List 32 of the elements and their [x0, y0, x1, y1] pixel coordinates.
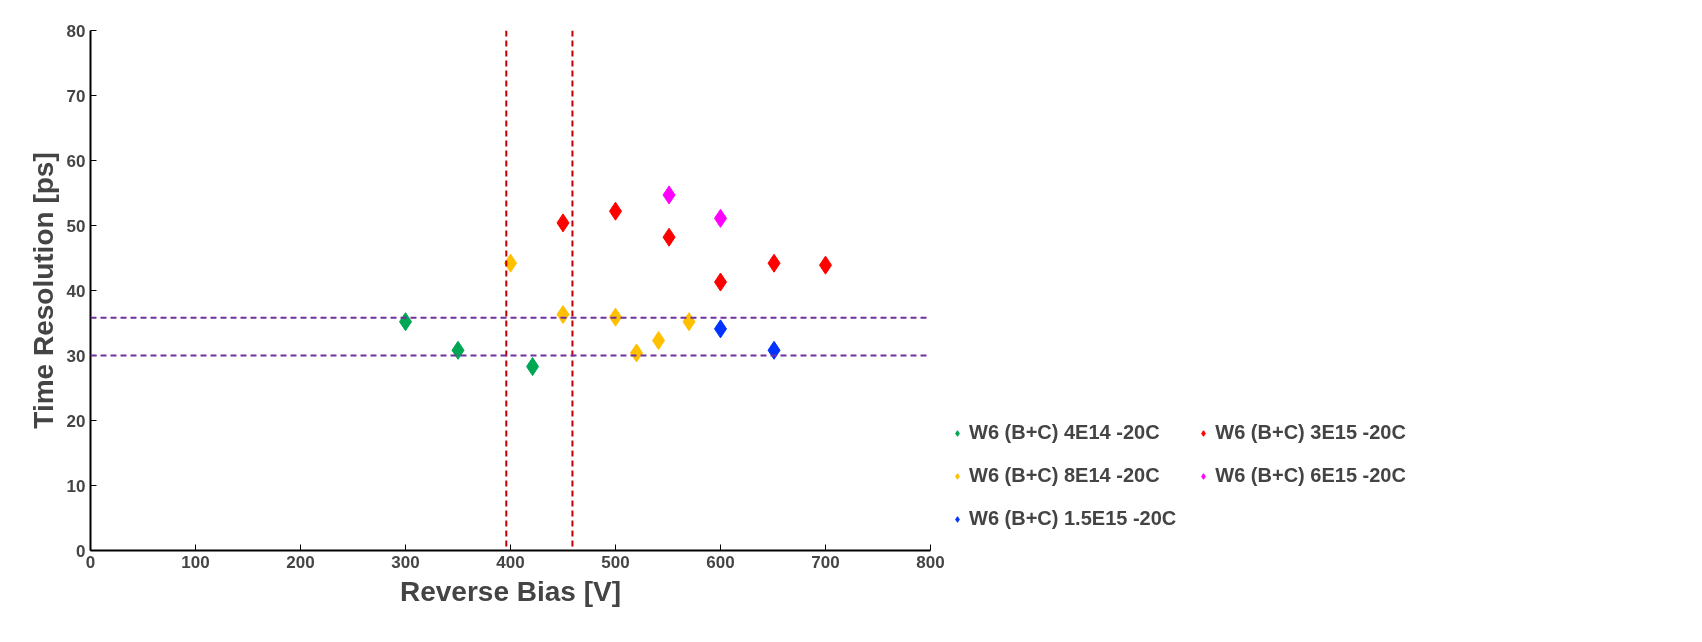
point	[451, 340, 465, 360]
x-tick-label: 400	[496, 552, 525, 572]
legend-label: W6 (B+C) 8E14 -20C	[969, 464, 1160, 487]
y-tick-label: 40	[66, 281, 86, 301]
y-tick-label: 20	[66, 411, 86, 431]
x-axis-title: Reverse Bias [V]	[400, 575, 622, 607]
y-axis-title: Time Resolution [ps]	[27, 152, 59, 429]
point	[767, 253, 781, 273]
point	[682, 312, 696, 332]
x-tick-label: 100	[181, 552, 210, 572]
y-tick-label: 70	[66, 86, 86, 106]
x-tick-label: 800	[916, 552, 945, 572]
legend-label: W6 (B+C) 3E15 -20C	[1215, 421, 1406, 444]
legend-label: W6 (B+C) 1.5E15 -20C	[969, 507, 1177, 530]
x-tick-label: 200	[286, 552, 315, 572]
x-tick-label: 500	[601, 552, 630, 572]
point	[662, 185, 676, 205]
y-tick-label: 30	[66, 346, 86, 366]
y-tick-label: 10	[66, 476, 86, 496]
point	[556, 213, 570, 233]
legend-label: W6 (B+C) 6E15 -20C	[1215, 464, 1406, 487]
y-tick-label: 50	[66, 216, 86, 236]
y-tick-label: 80	[66, 21, 86, 41]
point	[767, 340, 781, 360]
y-tick-label: 60	[66, 151, 86, 171]
point	[662, 227, 676, 247]
x-tick-label: 300	[391, 552, 420, 572]
point	[526, 357, 540, 377]
x-tick-label: 700	[811, 552, 840, 572]
point	[652, 331, 666, 351]
x-tick-label: 600	[706, 552, 735, 572]
legend-label: W6 (B+C) 4E14 -20C	[969, 421, 1160, 444]
